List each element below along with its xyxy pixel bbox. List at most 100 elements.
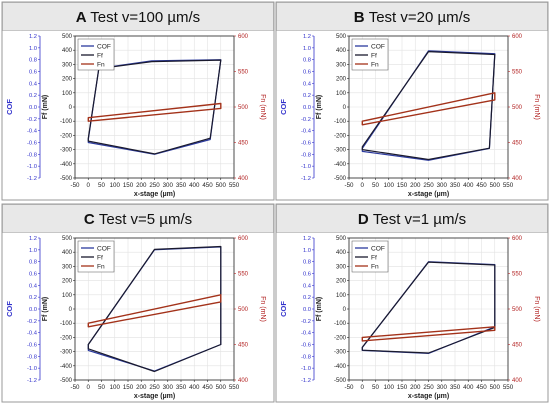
cof-tick-label: 0.8 — [303, 260, 311, 266]
legend-label: Fn — [371, 62, 379, 69]
x-tick-label: 100 — [384, 384, 395, 391]
legend-label: Ff — [371, 53, 377, 60]
ff-tick-label: -100 — [60, 119, 73, 125]
x-tick-label: 350 — [176, 384, 187, 391]
cof-tick-label: -1.0 — [27, 164, 37, 170]
ff-tick-label: -100 — [60, 321, 73, 327]
panel-border — [1, 203, 275, 403]
fn-axis-label: Fn (mN) — [259, 296, 266, 322]
panel-letter: D — [358, 211, 373, 228]
x-tick-label: 0 — [361, 182, 365, 189]
x-tick-label: 200 — [410, 182, 421, 189]
cof-tick-label: -0.6 — [27, 141, 37, 147]
fn-tick-label: 400 — [512, 176, 523, 182]
cof-tick-label: -0.4 — [27, 129, 38, 135]
cof-tick-label: -0.2 — [27, 319, 37, 325]
ff-axis-label: Ff (mN) — [42, 95, 49, 120]
panel-header — [276, 204, 548, 233]
cof-tick-label: -0.4 — [301, 129, 312, 135]
panel-title: C Test v=5 µm/s — [84, 211, 192, 228]
x-tick-label: 300 — [163, 384, 174, 391]
x-tick-label: 300 — [437, 182, 448, 189]
x-tick-label: 150 — [123, 384, 134, 391]
panel-title-text: Test v=1 µm/s — [373, 211, 466, 228]
ff-tick-label: 100 — [62, 91, 73, 97]
legend-label: COF — [97, 246, 111, 253]
cof-tick-label: -0.6 — [301, 343, 311, 349]
fn-tick-label: 400 — [238, 378, 249, 384]
cof-tick-label: 0.8 — [29, 260, 37, 266]
x-tick-label: 300 — [163, 182, 174, 189]
fn-tick-label: 500 — [512, 105, 523, 111]
x-tick-label: 0 — [361, 384, 365, 391]
fn-tick-label: 500 — [512, 307, 523, 313]
x-tick-label: 550 — [503, 182, 514, 189]
x-tick-label: 250 — [423, 384, 434, 391]
x-tick-label: 500 — [490, 182, 501, 189]
ff-tick-label: 300 — [336, 62, 347, 68]
ff-tick-label: -300 — [60, 350, 73, 356]
cof-tick-label: -0.2 — [27, 117, 37, 123]
cof-tick-label: 1.0 — [303, 248, 311, 254]
x-tick-label: 350 — [176, 182, 187, 189]
x-tick-label: 500 — [216, 182, 227, 189]
cof-tick-label: -0.8 — [27, 354, 37, 360]
cof-tick-label: -0.4 — [301, 331, 312, 337]
ff-tick-label: 100 — [336, 91, 347, 97]
ff-tick-label: 0 — [69, 105, 73, 111]
x-tick-label: 450 — [476, 182, 487, 189]
cof-tick-label: 0.8 — [303, 58, 311, 64]
series-line-fn — [361, 326, 496, 342]
x-tick-label: 550 — [229, 182, 240, 189]
ff-tick-label: 300 — [62, 264, 73, 270]
fn-axis-label: Fn (mN) — [533, 296, 540, 322]
cof-tick-label: -0.6 — [27, 343, 37, 349]
cof-tick-label: 0.0 — [303, 105, 311, 111]
fn-tick-label: 450 — [512, 343, 523, 349]
panel-letter: B — [354, 9, 369, 26]
x-tick-label: 50 — [372, 384, 379, 391]
ff-tick-label: -100 — [334, 119, 347, 125]
cof-axis-label: COF — [5, 99, 14, 115]
legend-label: Ff — [97, 53, 103, 60]
x-tick-label: 150 — [397, 384, 408, 391]
series-line-fn — [87, 102, 222, 122]
ff-tick-label: -500 — [60, 378, 73, 384]
ff-tick-label: -300 — [334, 350, 347, 356]
cof-tick-label: 1.2 — [29, 236, 37, 242]
ff-tick-label: 100 — [336, 293, 347, 299]
ff-tick-label: -500 — [334, 378, 347, 384]
cof-tick-label: 0.8 — [29, 58, 37, 64]
x-tick-label: 250 — [423, 182, 434, 189]
ff-tick-label: -400 — [334, 162, 347, 168]
cof-tick-label: 0.4 — [29, 283, 38, 289]
x-tick-label: 200 — [136, 182, 147, 189]
fn-tick-label: 400 — [238, 176, 249, 182]
panel-title: A Test v=100 µm/s — [76, 9, 200, 26]
fn-axis-label: Fn (mN) — [259, 94, 266, 120]
cof-tick-label: 0.0 — [29, 307, 37, 313]
fn-tick-label: 550 — [512, 272, 523, 278]
x-axis-label: x-stage (µm) — [134, 191, 175, 198]
ff-tick-label: 400 — [336, 250, 347, 256]
cof-tick-label: 0.6 — [29, 272, 37, 278]
ff-tick-label: 500 — [62, 34, 73, 40]
panel-border — [1, 1, 275, 201]
panel-title: B Test v=20 µm/s — [354, 9, 471, 26]
cof-tick-label: 0.0 — [29, 105, 37, 111]
cof-tick-label: 0.2 — [303, 93, 311, 99]
ff-tick-label: 100 — [62, 293, 73, 299]
cof-tick-label: 1.2 — [303, 34, 311, 40]
x-tick-label: 350 — [450, 384, 461, 391]
panel-header — [2, 204, 274, 233]
ff-tick-label: -400 — [334, 364, 347, 370]
cof-tick-label: 0.4 — [303, 81, 312, 87]
cof-tick-label: 1.2 — [29, 34, 37, 40]
cof-tick-label: -0.8 — [301, 152, 311, 158]
cof-tick-label: -0.8 — [27, 152, 37, 158]
legend-label: Fn — [371, 264, 379, 271]
x-tick-label: 450 — [476, 384, 487, 391]
fn-tick-label: 600 — [512, 34, 523, 40]
x-tick-label: 100 — [110, 182, 121, 189]
x-tick-label: 0 — [87, 182, 91, 189]
